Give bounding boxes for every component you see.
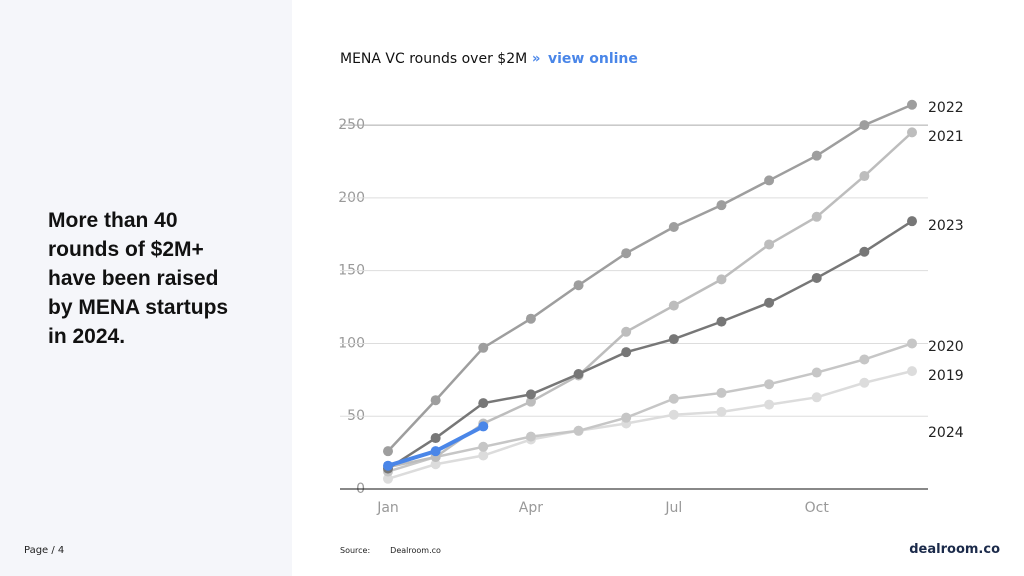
data-point xyxy=(668,334,679,345)
data-point xyxy=(811,211,822,222)
source: Source: Dealroom.co xyxy=(340,546,441,555)
data-point xyxy=(907,338,917,349)
data-point xyxy=(716,200,727,211)
data-point xyxy=(430,459,441,470)
data-point xyxy=(668,409,679,420)
data-point xyxy=(525,313,536,324)
series-label: 2020 xyxy=(928,339,964,355)
series-label: 2021 xyxy=(928,129,964,145)
x-tick-label: Oct xyxy=(805,500,830,516)
data-point xyxy=(430,446,441,457)
data-point xyxy=(525,431,536,442)
data-point xyxy=(764,239,775,250)
data-point xyxy=(525,396,536,407)
x-tick-label: Jul xyxy=(664,500,682,516)
data-point xyxy=(621,248,632,259)
x-tick-label: Jan xyxy=(376,500,399,516)
data-point xyxy=(907,127,917,138)
data-point xyxy=(811,392,822,403)
source-label: Source: xyxy=(340,546,371,555)
series-line xyxy=(387,131,913,469)
x-tick-label: Apr xyxy=(519,500,543,516)
data-point xyxy=(478,342,489,353)
data-point xyxy=(478,398,489,409)
logo: dealroom.co xyxy=(909,542,1000,557)
headline-line: More than 40 xyxy=(48,209,178,232)
data-point xyxy=(764,297,775,308)
data-point xyxy=(573,280,584,291)
data-point xyxy=(621,412,632,423)
series-line xyxy=(387,220,913,470)
headline: More than 40 rounds of $2M+ have been ra… xyxy=(48,206,228,351)
data-point xyxy=(430,433,441,444)
data-point xyxy=(716,406,727,417)
data-point xyxy=(764,175,775,186)
series-label: 2022 xyxy=(928,100,964,116)
data-point xyxy=(525,389,536,400)
data-point xyxy=(859,377,870,388)
data-point xyxy=(573,369,584,380)
page-number: Page / 4 xyxy=(24,545,65,556)
data-point xyxy=(859,354,870,365)
source-name: Dealroom.co xyxy=(390,546,441,555)
side-panel xyxy=(0,0,292,576)
series-line xyxy=(387,369,913,481)
series-line xyxy=(387,342,913,473)
series-line xyxy=(387,103,913,453)
data-point xyxy=(668,393,679,404)
series-label: 2023 xyxy=(928,218,964,234)
data-point xyxy=(573,425,584,436)
view-online-link[interactable]: view online xyxy=(548,51,638,67)
headline-line: in 2024. xyxy=(48,325,126,348)
link-prefix: » xyxy=(532,52,540,67)
series-label: 2024 xyxy=(928,425,964,441)
data-point xyxy=(859,171,870,182)
data-point xyxy=(764,379,775,390)
data-point xyxy=(859,246,870,257)
data-point xyxy=(478,441,489,452)
data-point xyxy=(907,366,917,377)
headline-line: by MENA startups xyxy=(48,296,229,319)
data-point xyxy=(478,421,489,432)
data-point xyxy=(907,99,917,110)
data-point xyxy=(668,300,679,311)
data-point xyxy=(668,222,679,232)
headline-line: rounds of $2M+ xyxy=(48,238,204,261)
headline-line: have been raised xyxy=(48,267,219,290)
data-point xyxy=(811,272,822,283)
chart-title: MENA VC rounds over $2M xyxy=(340,51,527,67)
data-point xyxy=(478,450,489,461)
series-label: 2019 xyxy=(928,368,964,384)
data-point xyxy=(383,473,393,484)
data-point xyxy=(811,367,822,378)
data-point xyxy=(383,460,393,471)
data-point xyxy=(430,395,441,406)
data-point xyxy=(621,326,632,337)
data-point xyxy=(859,120,870,131)
data-point xyxy=(811,150,822,161)
data-point xyxy=(716,387,727,398)
data-point xyxy=(907,216,917,227)
data-point xyxy=(716,274,727,285)
data-point xyxy=(764,399,775,410)
data-point xyxy=(621,347,632,358)
data-point xyxy=(383,446,393,457)
data-point xyxy=(716,316,727,327)
